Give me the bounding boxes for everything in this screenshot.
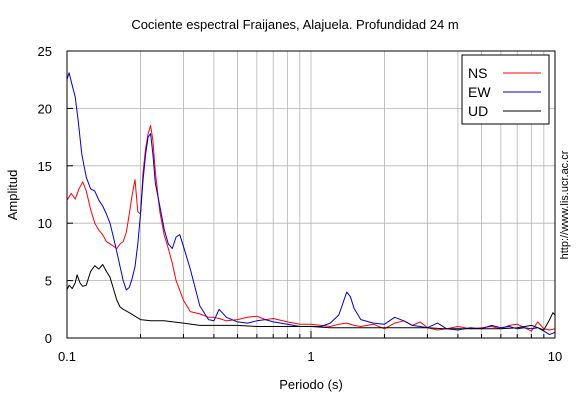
y-tick-label: 20 (38, 101, 52, 116)
y-tick-label: 0 (45, 331, 52, 346)
legend-label-ew: EW (468, 84, 491, 100)
legend-items: NS EW UD (468, 65, 541, 119)
legend-box (461, 54, 550, 125)
y-tick-label: 25 (38, 44, 52, 59)
grid (67, 51, 555, 338)
legend-label-ud: UD (468, 103, 488, 119)
x-tick-label: 10 (548, 349, 562, 364)
legend-label-ns: NS (468, 65, 487, 81)
legend: NS EW UD (461, 54, 550, 125)
y-tick-label: 10 (38, 216, 52, 231)
axis-ticks: 0 5 10 15 20 25 0.1 1 10 (38, 44, 563, 364)
chart-title: Cociente espectral Fraijanes, Alajuela. … (131, 17, 458, 32)
x-tick-label: 1 (307, 349, 314, 364)
series-line-ud (66, 264, 556, 331)
series-layer (66, 72, 556, 336)
y-tick-label: 5 (45, 274, 52, 289)
y-axis-label: Amplitud (5, 170, 20, 221)
series-line-ns (66, 125, 556, 332)
y-tick-label: 15 (38, 159, 52, 174)
watermark-url: http://www.lis.ucr.ac.cr (559, 150, 571, 259)
x-axis-label: Periodo (s) (279, 377, 343, 392)
series-line-ew (66, 72, 556, 336)
x-tick-label: 0.1 (58, 349, 76, 364)
